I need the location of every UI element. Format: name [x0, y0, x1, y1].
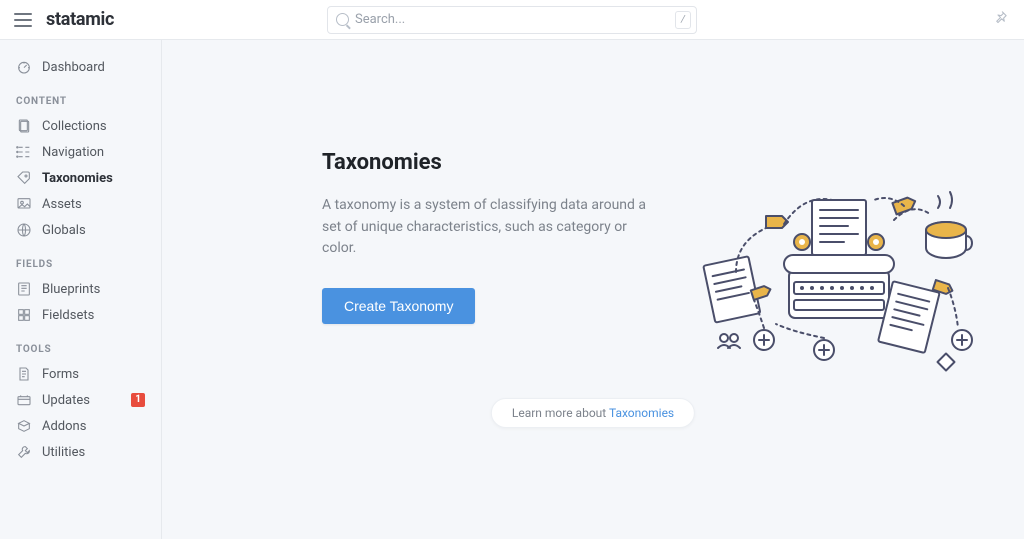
nav-label: Taxonomies [42, 171, 113, 186]
fieldsets-icon [16, 307, 32, 323]
blueprints-icon [16, 281, 32, 297]
assets-icon [16, 196, 32, 212]
nav-label: Addons [42, 419, 86, 434]
nav-dashboard[interactable]: Dashboard [0, 54, 161, 80]
section-fields-label: FIELDS [0, 243, 161, 276]
create-taxonomy-button[interactable]: Create Taxonomy [322, 288, 475, 324]
nav-forms[interactable]: Forms [0, 361, 161, 387]
nav-label: Utilities [42, 445, 85, 460]
page-description: A taxonomy is a system of classifying da… [322, 195, 662, 260]
nav-collections[interactable]: Collections [0, 113, 161, 139]
nav-blueprints[interactable]: Blueprints [0, 276, 161, 302]
dashboard-icon [16, 59, 32, 75]
nav-assets[interactable]: Assets [0, 191, 161, 217]
nav-label: Updates [42, 393, 90, 408]
forms-icon [16, 366, 32, 382]
layout: Dashboard CONTENT Collections Navigation… [0, 40, 1024, 539]
main-content: Taxonomies A taxonomy is a system of cla… [162, 40, 1024, 539]
taxonomies-icon [16, 170, 32, 186]
search-shortcut-hint: / [675, 11, 691, 29]
navigation-icon [16, 144, 32, 160]
menu-toggle-icon[interactable] [14, 13, 32, 27]
nav-utilities[interactable]: Utilities [0, 439, 161, 465]
nav-globals[interactable]: Globals [0, 217, 161, 243]
empty-state: Taxonomies A taxonomy is a system of cla… [322, 150, 662, 324]
nav-label: Forms [42, 367, 79, 382]
utilities-icon [16, 444, 32, 460]
section-tools-label: TOOLS [0, 328, 161, 361]
section-content-label: CONTENT [0, 80, 161, 113]
collections-icon [16, 118, 32, 134]
nav-label: Fieldsets [42, 308, 94, 323]
nav-label: Globals [42, 223, 86, 238]
search-icon [336, 13, 349, 26]
nav-updates[interactable]: Updates 1 [0, 387, 161, 413]
learn-more-prefix: Learn more about [512, 406, 609, 420]
nav-label: Dashboard [42, 60, 105, 75]
pin-icon[interactable] [993, 10, 1008, 29]
nav-navigation[interactable]: Navigation [0, 139, 161, 165]
page-title: Taxonomies [322, 150, 662, 175]
nav-label: Assets [42, 197, 82, 212]
updates-icon [16, 392, 32, 408]
search-container: Search... / [327, 6, 697, 34]
logo[interactable]: statamic [46, 9, 114, 30]
learn-more-link[interactable]: Taxonomies [609, 406, 674, 420]
topbar: statamic Search... / [0, 0, 1024, 40]
globals-icon [16, 222, 32, 238]
nav-fieldsets[interactable]: Fieldsets [0, 302, 161, 328]
updates-badge: 1 [131, 393, 145, 407]
search-placeholder: Search... [355, 12, 405, 27]
sidebar: Dashboard CONTENT Collections Navigation… [0, 40, 162, 539]
nav-addons[interactable]: Addons [0, 413, 161, 439]
nav-label: Blueprints [42, 282, 100, 297]
nav-label: Navigation [42, 145, 104, 160]
illustration [694, 160, 984, 380]
search-input[interactable]: Search... / [327, 6, 697, 34]
learn-more-pill: Learn more about Taxonomies [491, 398, 695, 428]
nav-label: Collections [42, 119, 107, 134]
nav-taxonomies[interactable]: Taxonomies [0, 165, 161, 191]
addons-icon [16, 418, 32, 434]
